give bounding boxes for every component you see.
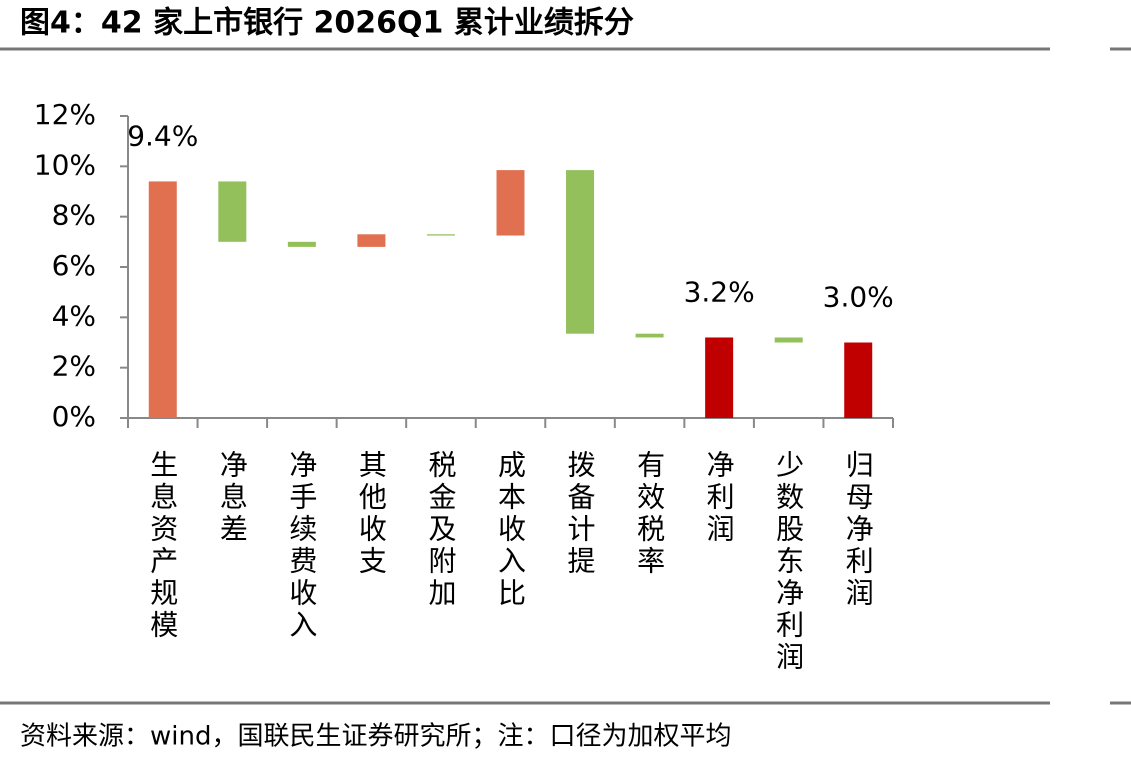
bar: [357, 234, 386, 247]
x-tick-label: 归母净利润: [842, 450, 875, 610]
bar: [705, 337, 734, 418]
bar: [566, 170, 595, 334]
x-tick-label: 净利润: [703, 450, 736, 546]
bar: [635, 333, 664, 338]
value-label: 9.4%: [127, 119, 198, 152]
x-tick-label: 生息资产规模: [146, 450, 179, 642]
bar: [844, 342, 873, 418]
bar: [774, 337, 803, 343]
y-tick-label: 4%: [52, 299, 96, 332]
y-tick-label: 2%: [52, 350, 96, 383]
bar: [496, 170, 525, 236]
y-tick-label: 0%: [52, 400, 96, 433]
bar: [218, 181, 247, 242]
x-tick-label: 税金及附加: [424, 450, 457, 610]
value-label: 3.0%: [823, 281, 894, 314]
value-label: 3.2%: [684, 275, 755, 308]
x-tick-label: 拨备计提: [564, 450, 597, 578]
x-tick-label: 净息差: [216, 450, 249, 546]
x-tick-label: 净手续费收入: [285, 450, 318, 642]
bar: [287, 241, 316, 247]
x-tick-label: 有效税率: [633, 450, 666, 578]
x-tick-label: 成本收入比: [494, 450, 527, 610]
y-tick-label: 12%: [34, 98, 96, 131]
bar: [426, 234, 455, 236]
y-tick-label: 10%: [34, 148, 96, 181]
y-tick-label: 8%: [52, 199, 96, 232]
bar: [148, 181, 177, 418]
y-tick-label: 6%: [52, 249, 96, 282]
source-note: 资料来源：wind，国联民生证券研究所；注：口径为加权平均: [20, 722, 731, 752]
chart-title: 图4：42 家上市银行 2026Q1 累计业绩拆分: [20, 6, 634, 41]
x-tick-label: 少数股东净利润: [772, 450, 805, 674]
x-tick-label: 其他收支: [355, 450, 388, 578]
